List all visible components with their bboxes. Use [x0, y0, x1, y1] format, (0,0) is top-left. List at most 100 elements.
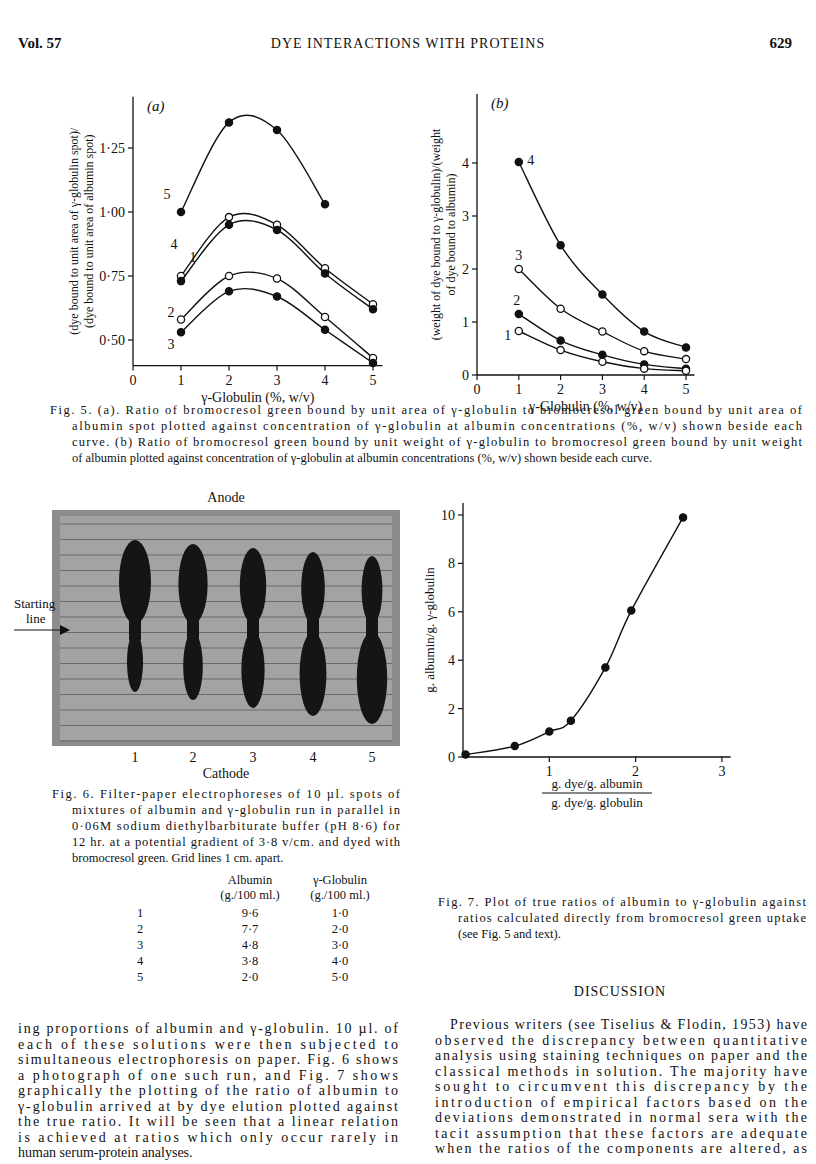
table-cell: 2·0 [332, 922, 349, 936]
body-line: the true ratio. It will be seen that a l… [18, 1114, 398, 1129]
y-tick-label: 0·50 [99, 333, 125, 348]
x-tick [685, 375, 686, 380]
x-tick-label: 5 [370, 373, 377, 388]
curve [519, 162, 686, 348]
y-tick [472, 162, 477, 163]
header-page: 629 [770, 35, 793, 51]
table-cell: 2 [137, 922, 143, 936]
data-point [599, 358, 606, 365]
grid-line [60, 616, 392, 617]
x-tick-label: 2 [557, 382, 564, 397]
y-axis-label: (weight of dye bound to γ-globulin)/(wei… [429, 128, 443, 340]
curve [181, 115, 325, 212]
data-point [641, 348, 648, 355]
body-line: is achieved at ratios which only occur r… [18, 1130, 398, 1145]
data-point [641, 365, 648, 372]
x-axis [463, 756, 731, 757]
table-cell: 5 [137, 970, 143, 984]
x-tick-label: 3 [718, 764, 725, 779]
x-tick-label: 3 [599, 382, 606, 397]
x-tick-label: 1 [178, 373, 185, 388]
grid-line [60, 570, 392, 571]
x-tick-label: 3 [274, 373, 281, 388]
table-cell: 4·8 [242, 938, 259, 952]
header-title: DYE INTERACTIONS WITH PROTEINS [271, 36, 545, 51]
fraction-bar [542, 793, 652, 794]
x-tick-label: 0 [130, 373, 137, 388]
y-tick-label: 1·00 [99, 205, 125, 220]
y-tick [472, 374, 477, 375]
x-tick [276, 366, 277, 371]
data-point [177, 208, 184, 215]
x-axis-label: g. dye/g. albumin [552, 776, 643, 791]
x-tick-label: 1 [515, 382, 522, 397]
y-tick-label: 0·75 [99, 269, 125, 284]
table-header: Albumin [228, 873, 273, 887]
data-point [557, 346, 564, 353]
data-point [602, 664, 609, 671]
body-line: introduction of empirical factors based … [435, 1095, 807, 1110]
plot-area [462, 514, 687, 758]
curve [519, 269, 686, 359]
data-point [321, 270, 328, 277]
caption-line: (see Fig. 5 and text). [458, 927, 561, 941]
lane-label: 1 [132, 750, 139, 765]
curve [181, 221, 373, 310]
lane-label: 2 [190, 750, 197, 765]
data-point [177, 329, 184, 336]
body-line: tacit assumption that these factors are … [435, 1126, 807, 1141]
x-tick [132, 366, 133, 371]
background [0, 0, 816, 1164]
x-tick [721, 757, 722, 762]
body-line: sought to circumvent this discrepancy by… [435, 1079, 807, 1094]
table-cell: 5·0 [332, 970, 349, 984]
data-point [515, 327, 522, 334]
y-tick [458, 563, 463, 564]
data-point [369, 359, 376, 366]
caption-line: Fig. 6. Filter-paper electrophoreses of … [52, 787, 401, 801]
data-point [273, 293, 280, 300]
data-point [682, 356, 689, 363]
captions: Fig. 5. (a). Ratio of bromocresol green … [50, 403, 807, 941]
y-tick [458, 611, 463, 612]
data-point [641, 328, 648, 335]
data-point [679, 514, 686, 521]
albumin-spot [240, 548, 266, 624]
y-tick-label: 4 [462, 156, 469, 171]
grid-line [60, 647, 392, 648]
caption-line: 0·06M sodium diethylbarbiturate buffer (… [72, 819, 401, 833]
data-point [321, 326, 328, 333]
data-point [225, 288, 232, 295]
x-tick [635, 757, 636, 762]
lane-label: 3 [250, 750, 257, 765]
grid-line [60, 554, 392, 555]
albumin-spot [178, 544, 207, 624]
table-cell: 4·0 [332, 954, 349, 968]
curve [519, 314, 686, 369]
data-point [225, 119, 232, 126]
data-point [369, 306, 376, 313]
y-tick-label: 4 [448, 653, 455, 668]
table-cell: 1 [137, 906, 143, 920]
x-tick-label: 5 [683, 382, 690, 397]
caption-line: curve. (b) Ratio of bromocresol green bo… [72, 435, 803, 449]
curve-label: 1 [190, 250, 197, 265]
curve [466, 517, 683, 754]
x-tick [324, 366, 325, 371]
curve-label: 3 [515, 248, 522, 263]
lane-label: 4 [310, 750, 317, 765]
x-tick [180, 366, 181, 371]
grid-line [60, 632, 392, 633]
albumin-spot [301, 552, 325, 624]
grid-line [60, 523, 392, 524]
section-heading: DISCUSSION [574, 984, 666, 999]
table-header: (g./100 ml.) [310, 888, 369, 902]
data-point [515, 158, 522, 165]
caption-line: mixtures of albumin and γ-globulin run i… [72, 803, 401, 817]
data-point [511, 743, 518, 750]
data-point [682, 344, 689, 351]
grid-line [60, 678, 392, 679]
body-line: Previous writers (see Tiselius & Flodin,… [450, 1017, 807, 1033]
curve-label: 3 [168, 337, 175, 352]
y-axis-label: (dye bound to unit area of γ-globulin sp… [67, 127, 81, 335]
